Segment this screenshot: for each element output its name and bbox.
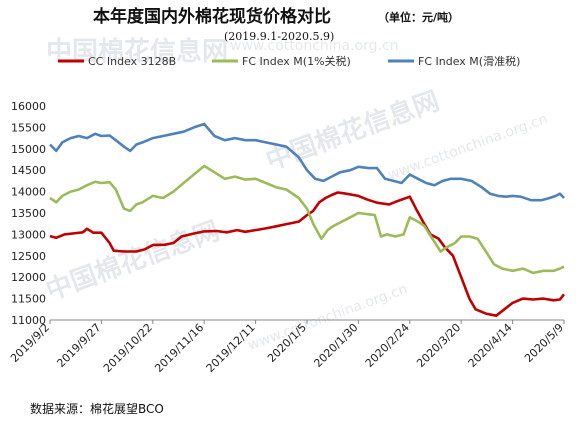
y-tick-label: 11500: [11, 293, 46, 306]
x-tick-label: 2020/3/20: [414, 321, 463, 370]
y-tick-label: 14000: [11, 186, 46, 199]
y-tick-label: 16000: [11, 100, 46, 113]
y-tick-label: 12500: [11, 250, 46, 263]
y-tick-label: 13000: [11, 228, 46, 241]
unit-label: （单位：元/吨）: [378, 10, 459, 24]
series-line-cc-index-3128b: [49, 191, 566, 317]
x-tick-label: 2019/11/16: [152, 321, 206, 375]
y-tick-label: 14500: [11, 164, 46, 177]
x-tick-label: 2020/2/24: [363, 321, 412, 370]
y-tick-label: 11000: [11, 314, 46, 327]
chart-subtitle: (2019.9.1-2020.5.9): [224, 30, 334, 43]
legend-label-cc: CC Index 3128B: [88, 55, 176, 68]
series-line-fc-index-m-1pct: [49, 164, 565, 275]
legend: CC Index 3128B FC Index M(1%关税) FC Index…: [58, 54, 520, 68]
legend-label-fc-1pct: FC Index M(1%关税): [242, 54, 351, 68]
y-axis-ticks: 11000 11500 12000 12500 13000 13500 14000 14500…: [11, 100, 46, 327]
legend-label-fc-sliding: FC Index M(滑准税): [418, 54, 520, 68]
x-tick-label: 2020/5/9: [522, 321, 566, 365]
y-tick-label: 13500: [11, 207, 46, 220]
y-tick-label: 15000: [11, 143, 46, 156]
watermark-cn: 中国棉花信息网: [42, 215, 224, 306]
series-line-fc-index-m-sliding: [49, 122, 565, 202]
x-tick-label: 2019/10/22: [101, 321, 155, 375]
chart-title: 本年度国内外棉花现货价格对比: [93, 6, 331, 27]
y-tick-label: 15500: [11, 121, 46, 134]
watermark-url: www.cottonchina.org.cn: [230, 38, 399, 54]
x-tick-label: 2020/4/14: [466, 321, 515, 370]
y-tick-label: 12000: [11, 271, 46, 284]
x-tick-label: 2019/9/27: [54, 321, 103, 370]
data-source: 数据来源：棉花展望BCO: [30, 401, 164, 416]
x-tick-label: 2019/9/2: [8, 321, 52, 365]
series-lines: [49, 122, 566, 317]
